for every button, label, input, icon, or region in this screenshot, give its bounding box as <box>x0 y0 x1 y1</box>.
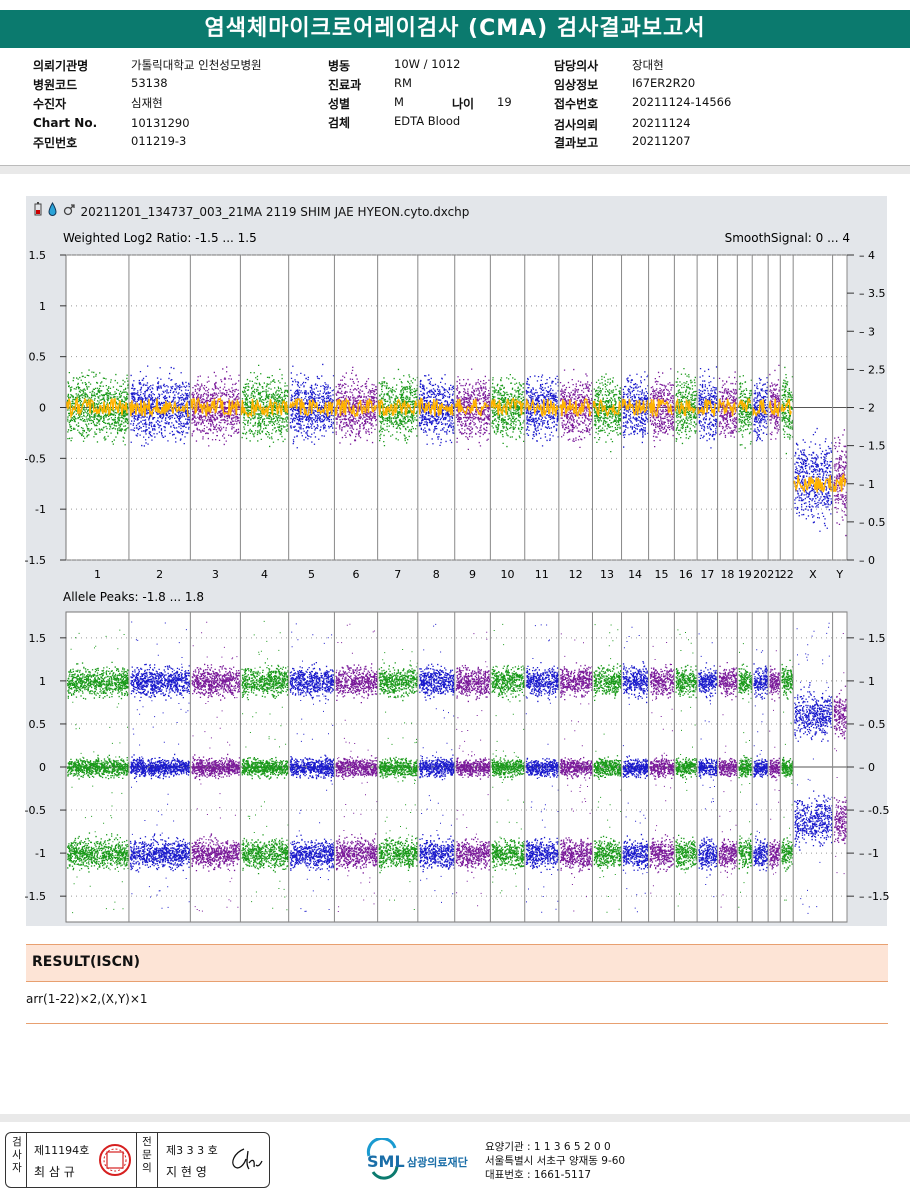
divider-band <box>0 166 910 174</box>
info-label: 주민번호 <box>33 136 78 150</box>
info-label: 병원코드 <box>33 78 78 92</box>
info-value: EDTA Blood <box>394 114 461 128</box>
lab-info: 요양기관 : 1 1 3 6 5 2 0 0 서울특별시 서초구 양재동 9-6… <box>485 1140 625 1182</box>
result-underline <box>26 1023 888 1024</box>
info-value: 심재현 <box>131 96 163 110</box>
info-value: 011219-3 <box>131 134 187 148</box>
tester-name: 최 삼 규 <box>34 1165 75 1179</box>
info-value: 10131290 <box>131 116 190 130</box>
info-label: 결과보고 <box>554 136 599 150</box>
battery-icon <box>34 202 42 219</box>
lab-info-line: 대표번호 : 1661-5117 <box>485 1169 592 1181</box>
info-value: 10W / 1012 <box>394 57 461 71</box>
report-title: 염색체마이크로어레이검사 (CMA) 검사결과보고서 <box>204 16 706 41</box>
footer-band <box>0 1114 910 1122</box>
drop-icon <box>48 202 57 219</box>
info-label: 검체 <box>328 116 351 130</box>
info-value: I67ER2R20 <box>632 76 696 90</box>
info-label: 진료과 <box>328 78 362 92</box>
info-value: M <box>394 95 404 109</box>
report-title-bar: 염색체마이크로어레이검사 (CMA) 검사결과보고서 <box>0 10 910 48</box>
info-value: 20211207 <box>632 134 691 148</box>
specialist-number: 제3 3 3 호 <box>166 1144 218 1157</box>
info-value: 53138 <box>131 76 168 90</box>
age-label: 나이 <box>452 97 475 111</box>
plot-filename: 20211201_134737_003_21MA 2119 SHIM JAE H… <box>80 205 470 219</box>
signature <box>226 1145 264 1178</box>
info-label: 의뢰기관명 <box>33 59 89 73</box>
info-label: 병동 <box>328 59 351 73</box>
info-value: 20211124 <box>632 116 691 130</box>
lab-info-line: 서울특별시 서초구 양재동 9-60 <box>485 1155 626 1167</box>
info-label: 검사의뢰 <box>554 118 599 132</box>
lab-info-line: 요양기관 : 1 1 3 6 5 2 0 0 <box>485 1141 611 1153</box>
divider <box>0 165 910 166</box>
age-value: 19 <box>497 95 512 109</box>
info-label: 임상정보 <box>554 78 599 92</box>
result-heading-box: RESULT(ISCN) <box>26 944 888 982</box>
info-value: 20211124-14566 <box>632 95 732 109</box>
cma-plot-panel <box>26 196 887 926</box>
info-value: 장대현 <box>632 58 664 72</box>
result-heading: RESULT(ISCN) <box>32 954 141 970</box>
male-icon <box>63 202 75 219</box>
tester-number: 제11194호 <box>34 1144 90 1157</box>
info-label: 수진자 <box>33 97 67 111</box>
info-label: 접수번호 <box>554 97 599 111</box>
info-label: 성별 <box>328 97 351 111</box>
info-value: 가톨릭대학교 인천성모병원 <box>131 58 262 72</box>
sml-logo: SML 삼광의료재단 <box>365 1136 485 1180</box>
info-label: 담당의사 <box>554 59 599 73</box>
info-value: RM <box>394 76 412 90</box>
seal-stamp <box>98 1143 132 1180</box>
specialist-name: 지 현 영 <box>166 1165 207 1179</box>
svg-text:SML: SML <box>367 1152 405 1171</box>
plot-header: 20211201_134737_003_21MA 2119 SHIM JAE H… <box>34 202 469 219</box>
patient-info: 의뢰기관명 가톨릭대학교 인천성모병원 병원코드 53138 수진자 심재현 C… <box>0 55 910 165</box>
iscn-result: arr(1-22)×2,(X,Y)×1 <box>26 992 148 1006</box>
info-label: Chart No. <box>33 116 98 130</box>
svg-text:삼광의료재단: 삼광의료재단 <box>407 1155 468 1169</box>
